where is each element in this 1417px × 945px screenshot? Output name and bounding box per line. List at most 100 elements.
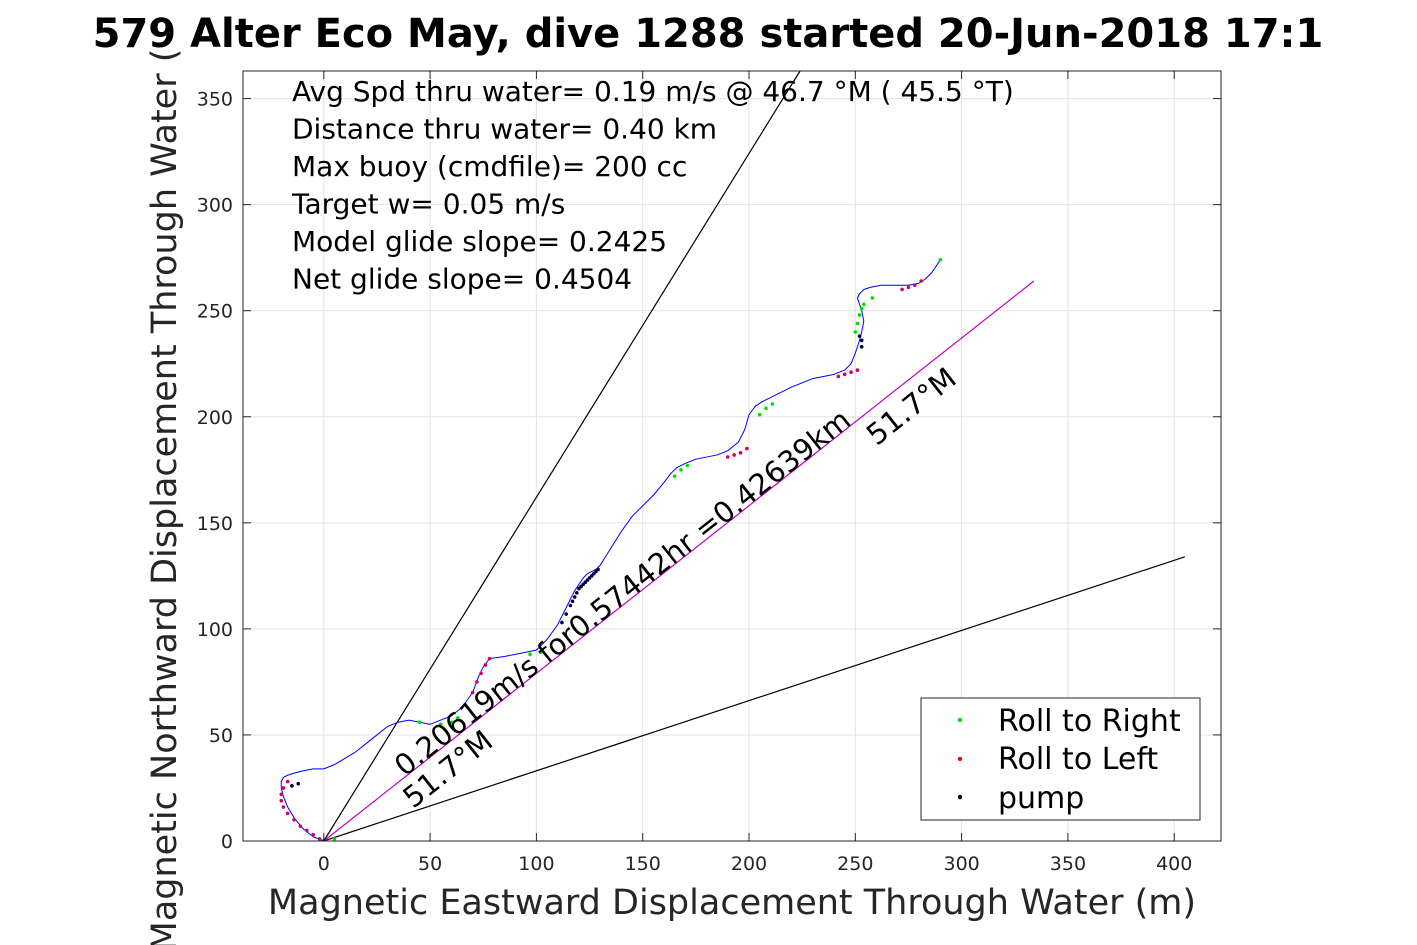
marker-roll-to-right bbox=[449, 720, 454, 725]
legend: Roll to Right Roll to Left pump bbox=[920, 697, 1201, 821]
marker-pump bbox=[296, 781, 301, 786]
marker-roll-to-left bbox=[732, 453, 736, 457]
marker-pump bbox=[859, 344, 864, 349]
marker-roll-to-left bbox=[317, 837, 322, 841]
marker-roll-to-left bbox=[913, 283, 917, 288]
y-tick-label: 350 bbox=[197, 89, 233, 111]
y-tick-label: 50 bbox=[209, 725, 233, 747]
marker-roll-to-left bbox=[285, 779, 290, 784]
marker-roll-to-left bbox=[292, 817, 296, 822]
marker-roll-to-right bbox=[685, 463, 690, 468]
marker-roll-to-left bbox=[479, 671, 483, 676]
marker-roll-to-left bbox=[919, 279, 924, 283]
marker-roll-to-left bbox=[906, 285, 911, 290]
marker-roll-to-right bbox=[538, 650, 543, 655]
summary-line: Distance thru water= 0.40 km bbox=[292, 113, 717, 146]
x-tick-label: 0 bbox=[318, 853, 330, 875]
reference-line-heading-51.7M bbox=[323, 280, 1035, 841]
marker-roll-to-right bbox=[855, 321, 860, 326]
x-axis-label: Magnetic Eastward Displacement Through W… bbox=[268, 883, 1196, 923]
marker-roll-to-right bbox=[853, 330, 858, 334]
marker-roll-to-left bbox=[298, 824, 303, 828]
marker-roll-to-right bbox=[528, 652, 532, 657]
y-tick-label: 100 bbox=[197, 619, 233, 641]
marker-roll-to-right bbox=[870, 296, 875, 300]
marker-roll-to-left bbox=[281, 805, 286, 809]
reference-line-upper-bound bbox=[323, 71, 801, 841]
y-tick-label: 0 bbox=[221, 831, 233, 853]
legend-box bbox=[920, 697, 1201, 821]
marker-roll-to-right bbox=[859, 306, 864, 311]
reference-lines bbox=[323, 71, 1186, 841]
marker-pump bbox=[596, 567, 600, 572]
legend-marker-roll-right bbox=[957, 717, 963, 723]
x-tick-label: 150 bbox=[625, 853, 661, 875]
marker-roll-to-left bbox=[855, 368, 860, 372]
x-tick-label: 50 bbox=[418, 853, 442, 875]
plot-frame bbox=[242, 70, 1222, 842]
marker-roll-to-right bbox=[672, 474, 677, 478]
x-tick-label: 100 bbox=[518, 853, 554, 875]
marker-roll-to-left bbox=[475, 680, 479, 684]
x-tick-label: 250 bbox=[837, 853, 873, 875]
marker-roll-to-right bbox=[679, 467, 683, 472]
marker-roll-to-right bbox=[770, 402, 775, 406]
legend-label-pump: pump bbox=[998, 781, 1084, 816]
marker-roll-to-right bbox=[938, 257, 943, 262]
chart-title: 579 Alter Eco May, dive 1288 started 20-… bbox=[93, 11, 1324, 57]
legend-marker-roll-left bbox=[957, 756, 963, 762]
marker-roll-to-right bbox=[757, 412, 762, 417]
marker-pump bbox=[564, 612, 568, 616]
marker-roll-to-right bbox=[417, 720, 422, 725]
summary-line: Model glide slope= 0.2425 bbox=[292, 225, 667, 258]
summary-line: Target w= 0.05 m/s bbox=[291, 188, 565, 221]
y-axis-ticks: 0 50 100 150 200 250 300 350 bbox=[197, 89, 1221, 853]
y-axis-label: Magnetic Northward Displacement Through … bbox=[145, 49, 185, 945]
marker-roll-to-left bbox=[725, 455, 730, 459]
marker-roll-to-left bbox=[470, 690, 475, 695]
marker-roll-to-left bbox=[279, 792, 284, 797]
track-line bbox=[280, 259, 941, 841]
y-tick-label: 250 bbox=[197, 301, 233, 323]
y-tick-label: 300 bbox=[197, 195, 233, 217]
y-tick-label: 150 bbox=[197, 513, 233, 535]
summary-line: Max buoy (cmdfile)= 200 cc bbox=[292, 150, 687, 183]
dive-summary-text: Avg Spd thru water= 0.19 m/s @ 46.7 °M (… bbox=[291, 75, 1014, 296]
marker-roll-to-right bbox=[332, 837, 337, 841]
marker-pump bbox=[574, 591, 579, 595]
legend-marker-pump bbox=[957, 794, 963, 800]
marker-pump bbox=[560, 620, 564, 625]
x-axis-ticks: 0 50 100 150 200 250 300 350 400 bbox=[318, 71, 1192, 875]
y-tick-label: 200 bbox=[197, 407, 233, 429]
marker-pump bbox=[572, 595, 577, 599]
x-tick-label: 350 bbox=[1050, 853, 1086, 875]
marker-roll-to-left bbox=[900, 287, 904, 292]
x-tick-label: 400 bbox=[1156, 853, 1192, 875]
x-tick-label: 200 bbox=[731, 853, 767, 875]
marker-roll-to-left bbox=[311, 832, 315, 837]
marker-roll-to-left bbox=[842, 372, 847, 377]
glider-track bbox=[280, 259, 941, 841]
track-markers bbox=[279, 257, 943, 841]
marker-roll-to-left bbox=[738, 451, 743, 455]
marker-pump bbox=[570, 599, 575, 604]
marker-pump bbox=[857, 334, 862, 338]
marker-pump bbox=[859, 338, 864, 343]
marker-roll-to-left bbox=[281, 786, 286, 790]
marker-roll-to-left bbox=[487, 656, 492, 661]
marker-roll-to-right bbox=[455, 716, 460, 720]
legend-label-roll-left: Roll to Left bbox=[998, 742, 1158, 777]
marker-roll-to-right bbox=[764, 406, 768, 411]
marker-roll-to-right bbox=[438, 722, 443, 727]
marker-roll-to-left bbox=[849, 370, 853, 375]
marker-roll-to-right bbox=[857, 313, 862, 317]
marker-roll-to-left bbox=[285, 811, 290, 816]
marker-pump bbox=[568, 603, 573, 608]
marker-pump bbox=[290, 784, 294, 788]
legend-label-roll-right: Roll to Right bbox=[998, 704, 1181, 739]
marker-roll-to-left bbox=[483, 663, 488, 667]
marker-roll-to-left bbox=[279, 798, 284, 803]
marker-roll-to-right bbox=[862, 302, 866, 307]
summary-line: Net glide slope= 0.4504 bbox=[292, 263, 632, 296]
